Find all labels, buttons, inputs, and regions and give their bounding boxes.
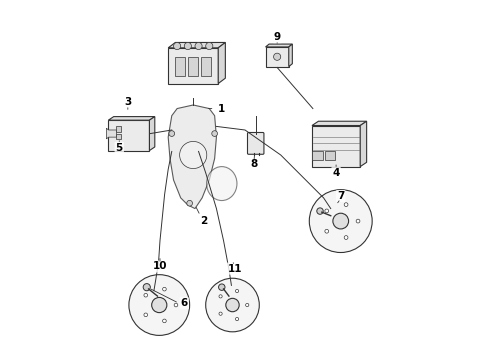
Polygon shape — [201, 57, 211, 76]
Polygon shape — [149, 117, 155, 150]
Polygon shape — [312, 121, 367, 126]
Text: 10: 10 — [153, 261, 167, 271]
Polygon shape — [266, 44, 293, 47]
Text: 2: 2 — [200, 216, 208, 226]
Circle shape — [333, 213, 348, 229]
Circle shape — [325, 229, 329, 233]
Text: 8: 8 — [250, 159, 258, 169]
Circle shape — [219, 295, 222, 298]
Circle shape — [129, 275, 190, 336]
Circle shape — [235, 289, 239, 293]
Text: 1: 1 — [218, 104, 225, 113]
Polygon shape — [266, 47, 289, 67]
FancyBboxPatch shape — [247, 132, 264, 154]
Polygon shape — [168, 42, 225, 48]
Text: 9: 9 — [273, 32, 281, 42]
Circle shape — [356, 219, 360, 223]
Circle shape — [219, 284, 225, 291]
Circle shape — [180, 141, 207, 168]
Circle shape — [245, 303, 249, 307]
Text: 7: 7 — [337, 191, 344, 201]
Circle shape — [173, 42, 181, 50]
Circle shape — [206, 278, 259, 332]
Ellipse shape — [207, 167, 237, 201]
Text: 5: 5 — [116, 143, 123, 153]
Polygon shape — [168, 48, 218, 84]
Circle shape — [152, 297, 167, 312]
Polygon shape — [312, 126, 360, 167]
Polygon shape — [108, 120, 149, 150]
Circle shape — [195, 42, 202, 50]
Circle shape — [144, 313, 147, 317]
Text: 4: 4 — [332, 168, 340, 178]
Polygon shape — [116, 126, 121, 132]
Polygon shape — [289, 44, 293, 67]
Text: 6: 6 — [181, 298, 188, 308]
Circle shape — [163, 287, 166, 291]
Polygon shape — [312, 152, 323, 160]
Circle shape — [187, 201, 193, 206]
Circle shape — [184, 42, 192, 50]
Circle shape — [273, 53, 281, 60]
Text: 11: 11 — [228, 264, 242, 274]
Circle shape — [325, 209, 329, 213]
Circle shape — [344, 203, 348, 207]
Polygon shape — [360, 121, 367, 167]
Circle shape — [226, 298, 239, 312]
Circle shape — [344, 236, 348, 239]
Circle shape — [219, 312, 222, 315]
Polygon shape — [116, 134, 121, 139]
Text: 3: 3 — [124, 97, 131, 107]
Polygon shape — [325, 152, 335, 160]
Circle shape — [212, 131, 218, 136]
Circle shape — [206, 42, 213, 50]
Polygon shape — [218, 42, 225, 84]
Circle shape — [169, 131, 174, 136]
Circle shape — [144, 293, 147, 297]
Polygon shape — [108, 117, 155, 120]
Circle shape — [235, 318, 239, 321]
Circle shape — [309, 190, 372, 252]
Circle shape — [317, 208, 323, 214]
Polygon shape — [175, 57, 185, 76]
Circle shape — [163, 319, 166, 323]
Polygon shape — [168, 105, 217, 208]
Circle shape — [174, 303, 178, 307]
Polygon shape — [188, 57, 198, 76]
Polygon shape — [106, 128, 117, 139]
Circle shape — [143, 284, 150, 291]
